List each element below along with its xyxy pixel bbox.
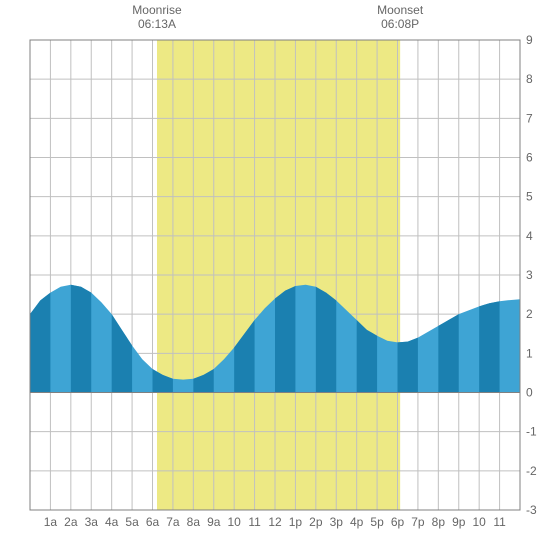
x-tick-label: 8a: [187, 515, 201, 529]
x-tick-label: 12: [268, 515, 282, 529]
y-tick-label: 7: [526, 111, 533, 125]
x-tick-label: 8p: [432, 515, 446, 529]
y-tick-label: 5: [526, 190, 533, 204]
x-tick-label: 1p: [289, 515, 303, 529]
annotation-time: 06:13A: [138, 17, 176, 31]
x-tick-label: 7a: [166, 515, 180, 529]
y-tick-label: 2: [526, 307, 533, 321]
x-tick-label: 5a: [125, 515, 139, 529]
y-tick-label: 4: [526, 229, 533, 243]
x-tick-label: 3p: [330, 515, 344, 529]
x-tick-label: 2a: [64, 515, 78, 529]
y-tick-label: 1: [526, 346, 533, 360]
annotation-title: Moonrise: [132, 3, 182, 17]
y-tick-label: 6: [526, 151, 533, 165]
x-tick-label: 10: [227, 515, 241, 529]
annotation-title: Moonset: [377, 3, 424, 17]
y-tick-label: -1: [526, 425, 537, 439]
x-tick-label: 10: [472, 515, 486, 529]
x-tick-label: 3a: [85, 515, 99, 529]
y-tick-label: 3: [526, 268, 533, 282]
y-tick-label: 8: [526, 72, 533, 86]
y-tick-label: 9: [526, 33, 533, 47]
y-tick-label: 0: [526, 386, 533, 400]
x-tick-label: 6p: [391, 515, 405, 529]
y-tick-label: -2: [526, 464, 537, 478]
x-tick-label: 4a: [105, 515, 119, 529]
tide-chart: -3-2-101234567891a2a3a4a5a6a7a8a9a101112…: [0, 0, 550, 550]
x-tick-label: 5p: [370, 515, 384, 529]
x-tick-label: 11: [493, 515, 506, 529]
x-tick-label: 11: [248, 515, 261, 529]
x-tick-label: 9a: [207, 515, 221, 529]
x-tick-label: 9p: [452, 515, 466, 529]
x-tick-label: 6a: [146, 515, 160, 529]
x-tick-label: 7p: [411, 515, 425, 529]
x-tick-label: 1a: [44, 515, 58, 529]
y-tick-label: -3: [526, 503, 537, 517]
x-tick-label: 2p: [309, 515, 323, 529]
x-tick-label: 4p: [350, 515, 364, 529]
annotation-time: 06:08P: [381, 17, 419, 31]
